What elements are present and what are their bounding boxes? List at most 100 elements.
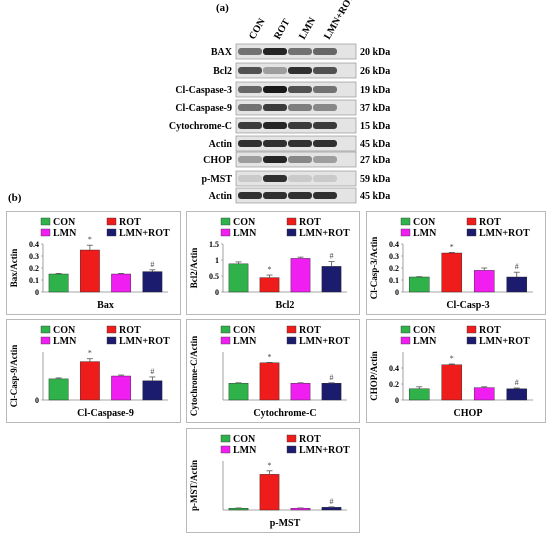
legend-swatch bbox=[40, 336, 51, 345]
y-tick-label: 0 bbox=[395, 288, 399, 297]
y-tick-label: 0 bbox=[215, 288, 219, 297]
legend-swatch bbox=[220, 445, 231, 454]
y-axis-label: p-MST/Actin bbox=[189, 460, 199, 511]
significance-mark: # bbox=[150, 367, 154, 376]
legend-label: ROT bbox=[299, 325, 321, 336]
legend-swatch bbox=[286, 434, 297, 443]
legend-swatch bbox=[220, 336, 231, 345]
legend-label: LMN bbox=[233, 228, 257, 239]
bar-con bbox=[48, 273, 69, 293]
bar-con bbox=[48, 378, 69, 401]
blot-band bbox=[238, 140, 262, 147]
y-axis-label: Bax/Actin bbox=[9, 249, 19, 288]
chart-panel: CON ROT LMN LMN+ROT 0 0.2 0.4 CHOP/Actin CHOP * # bbox=[366, 319, 546, 423]
legend-label: LMN bbox=[233, 336, 257, 347]
blot-row-label: Cytochrome-C bbox=[169, 121, 232, 132]
blot-row-label: Bcl2 bbox=[213, 66, 232, 77]
legend-label: LMN+ROT bbox=[479, 228, 530, 239]
legend-swatch bbox=[286, 445, 297, 454]
legend-swatch bbox=[40, 217, 51, 226]
blot-kda-label: 27 kDa bbox=[360, 155, 390, 166]
bar-rot bbox=[79, 361, 100, 401]
y-tick-label: 0.1 bbox=[389, 276, 399, 285]
y-tick-label: 0 bbox=[35, 288, 39, 297]
legend-swatch bbox=[106, 325, 117, 334]
y-tick-label: 0.2 bbox=[29, 264, 39, 273]
blot-band bbox=[313, 48, 337, 55]
legend-label: CON bbox=[233, 325, 256, 336]
legend-label: ROT bbox=[119, 325, 141, 336]
legend-label: LMN bbox=[233, 445, 257, 456]
chart-panel: CON ROT LMN LMN+ROT 0 Cl-Casp-9/Actin Cl-Caspa… bbox=[6, 319, 181, 423]
blot-band bbox=[263, 175, 287, 182]
bar-lmn bbox=[111, 375, 132, 401]
blot-kda-label: 26 kDa bbox=[360, 66, 390, 77]
significance-mark: * bbox=[450, 354, 454, 363]
bar-lmn-plus-rot bbox=[321, 266, 342, 293]
blot-band bbox=[313, 86, 337, 93]
blot-band bbox=[238, 122, 262, 129]
bar-con bbox=[228, 263, 249, 293]
bar-rot bbox=[259, 474, 280, 511]
legend-label: CON bbox=[233, 217, 256, 228]
x-axis-label: p-MST bbox=[270, 518, 301, 529]
chart-panel: CON ROT LMN LMN+ROT p-MST/Actin p-MST * # bbox=[186, 428, 360, 533]
y-tick-label: 0.4 bbox=[389, 240, 399, 249]
legend-label: LMN+ROT bbox=[479, 336, 530, 347]
bar-lmn bbox=[290, 258, 311, 293]
y-tick-label: 0.1 bbox=[29, 276, 39, 285]
y-tick-label: 0.2 bbox=[389, 380, 399, 389]
bar-lmn-plus-rot bbox=[142, 380, 163, 401]
legend-label: LMN bbox=[53, 336, 77, 347]
significance-mark: * bbox=[88, 235, 92, 244]
blot-band bbox=[288, 140, 312, 147]
blot-kda-label: 45 kDa bbox=[360, 139, 390, 150]
legend-label: ROT bbox=[479, 325, 501, 336]
legend-swatch bbox=[286, 228, 297, 237]
blot-band bbox=[288, 104, 312, 111]
significance-mark: # bbox=[330, 252, 334, 261]
bar-con bbox=[228, 383, 249, 401]
blot-band bbox=[288, 122, 312, 129]
bar-chart: CON ROT LMN LMN+ROT p-MST/Actin p-MST * # bbox=[189, 434, 350, 529]
blot-kda-label: 37 kDa bbox=[360, 103, 390, 114]
bar-lmn bbox=[290, 383, 311, 401]
legend-swatch bbox=[106, 228, 117, 237]
bar-lmn bbox=[473, 270, 495, 293]
blot-band bbox=[238, 86, 262, 93]
bar-con bbox=[408, 388, 430, 401]
bar-lmn-plus-rot bbox=[506, 276, 528, 293]
blot-band bbox=[238, 67, 262, 74]
legend-label: LMN bbox=[413, 228, 437, 239]
y-tick-label: 0.4 bbox=[389, 364, 399, 373]
chart-panel: CON ROT LMN LMN+ROT 0 0.5 1 1.5 Bcl2/Actin Bcl2 * # bbox=[186, 211, 360, 315]
significance-mark: * bbox=[268, 461, 272, 470]
legend-swatch bbox=[106, 217, 117, 226]
legend-label: LMN+ROT bbox=[299, 336, 350, 347]
legend-swatch bbox=[400, 336, 411, 345]
blot-kda-label: 20 kDa bbox=[360, 47, 390, 58]
bar-con bbox=[228, 508, 249, 511]
legend-swatch bbox=[106, 336, 117, 345]
legend-label: ROT bbox=[119, 217, 141, 228]
blot-lane-label: CON bbox=[247, 16, 268, 41]
bar-lmn bbox=[473, 387, 495, 401]
legend-swatch bbox=[400, 325, 411, 334]
bar-chart: CON ROT LMN LMN+ROT 0 0.1 0.2 0.3 0.4 Cl-Casp-3/A… bbox=[369, 217, 533, 311]
bar-con bbox=[408, 276, 430, 293]
blot-lane-label: LMN+ROT bbox=[322, 0, 357, 42]
blot-kda-label: 45 kDa bbox=[360, 191, 390, 202]
blot-lane-label: LMN bbox=[297, 15, 319, 41]
legend-label: LMN+ROT bbox=[119, 336, 170, 347]
y-tick-label: 0.4 bbox=[29, 240, 39, 249]
significance-mark: # bbox=[515, 262, 519, 271]
blot-band bbox=[263, 104, 287, 111]
bar-lmn-plus-rot bbox=[506, 388, 528, 401]
legend-label: LMN bbox=[53, 228, 77, 239]
significance-mark: # bbox=[330, 497, 334, 506]
legend-swatch bbox=[286, 217, 297, 226]
blot-band bbox=[263, 156, 287, 163]
y-axis-label: Cl-Casp-3/Actin bbox=[369, 237, 379, 300]
significance-mark: * bbox=[268, 265, 272, 274]
blot-band bbox=[263, 192, 287, 199]
